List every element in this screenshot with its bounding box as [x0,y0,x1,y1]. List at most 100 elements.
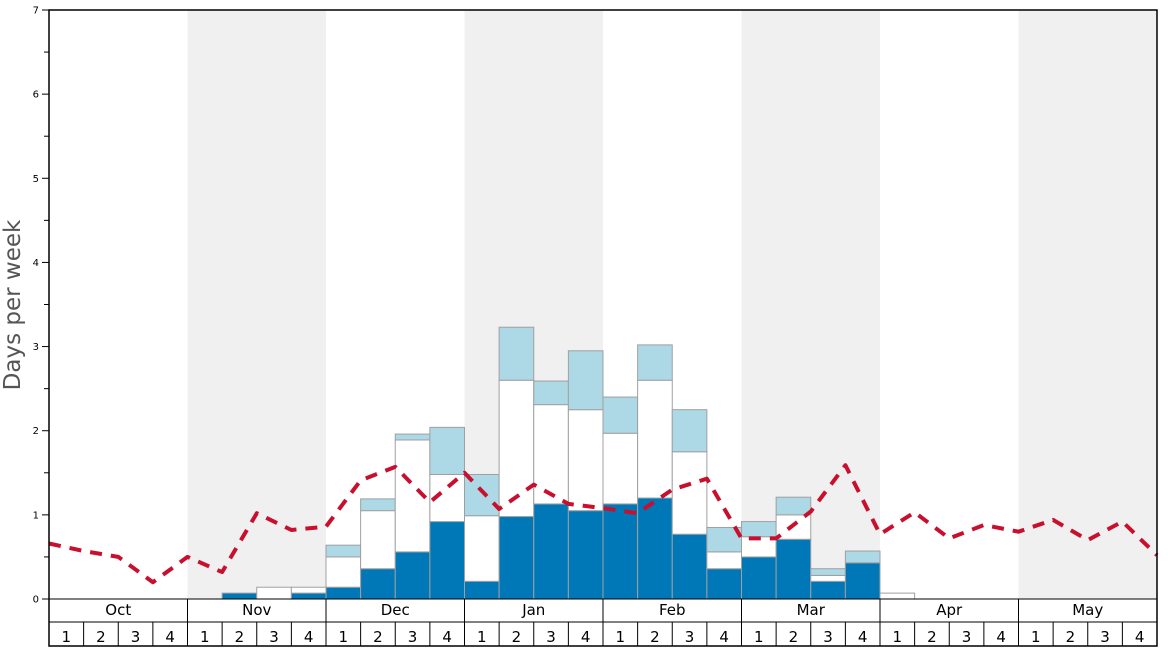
bar-week-7-segment-2 [256,586,292,600]
week-label: 2 [96,628,106,646]
bar-week-19-segment-2 [671,451,708,535]
bar-week-10-segment-2 [360,510,396,570]
y-tick-label: 6 [33,90,39,101]
week-label: 4 [858,628,868,646]
bar-week-14-segment-1 [498,516,535,600]
bar-week-11-segment-1 [394,551,431,600]
week-label: 2 [373,628,383,646]
bar-week-25-segment-2 [879,592,916,600]
bar-week-15-segment-3 [533,380,569,406]
bar-week-9-segment-1 [325,586,362,600]
line-series [48,463,1159,585]
week-label: 1 [339,628,349,646]
bar-week-13-segment-2 [464,515,500,582]
y-tick-label: 3 [33,342,39,353]
week-label: 1 [1031,628,1041,646]
bar-week-20-segment-1 [706,568,742,600]
week-label: 2 [1066,628,1076,646]
dashed-line [48,463,1159,585]
week-label: 3 [546,628,556,646]
week-label: 4 [719,628,729,646]
bar-week-22-segment-3 [775,496,812,516]
week-label: 1 [754,628,764,646]
bar-week-24-segment-1 [844,562,881,600]
week-label: 1 [62,628,72,646]
bar-week-24-segment-3 [844,550,881,564]
month-label-may: May [1072,601,1103,619]
y-axis: 0 1 2 3 4 5 6 7 [33,6,49,606]
week-label: 4 [1135,628,1145,646]
week-label: 2 [235,628,245,646]
bar-week-15-segment-1 [533,503,569,600]
y-tick-label: 4 [33,258,39,269]
month-label-nov: Nov [242,601,271,619]
week-label: 2 [650,628,660,646]
bar-week-10-segment-1 [360,568,396,600]
bar-week-9-segment-3 [325,544,362,558]
month-shading [187,10,1157,599]
bar-week-19-segment-1 [671,533,708,600]
week-label: 1 [616,628,626,646]
bar-week-23-segment-3 [810,568,846,576]
week-label: 2 [927,628,937,646]
month-label-apr: Apr [936,601,963,619]
bar-week-15-segment-2 [533,404,569,505]
bar-week-8-segment-1 [290,592,327,600]
y-tick-label: 0 [33,595,39,606]
month-label-jan: Jan [521,601,545,619]
bar-week-12-segment-3 [429,426,465,475]
bar-week-8-segment-2 [290,586,327,594]
plot-frame [48,9,1158,647]
bar-week-17-segment-1 [602,503,639,600]
bar-week-16-segment-1 [567,510,604,600]
week-label: 2 [789,628,799,646]
week-label: 3 [131,628,141,646]
week-label: 4 [996,628,1006,646]
week-label: 1 [200,628,210,646]
bar-week-14-segment-2 [498,379,535,518]
week-label: 4 [165,628,175,646]
x-axis: Oct 1 2 3 4 Nov 1 2 3 4 Dec 1 2 3 4 Jan 1 2 3 4 Feb 1 2 3 4 Mar 1 2… [49,598,1157,646]
week-label: 4 [304,628,314,646]
month-shade-nov [187,10,326,599]
month-label-oct: Oct [105,601,131,619]
bar-week-12-segment-1 [429,521,465,600]
bar-week-9-segment-2 [325,556,362,588]
bar-week-13-segment-1 [464,580,500,600]
month-label-mar: Mar [797,601,826,619]
month-label-feb: Feb [659,601,686,619]
bar-week-6-segment-1 [221,592,258,600]
bar-week-13-segment-3 [464,473,500,517]
bar-week-23-segment-2 [810,574,846,582]
y-tick-label: 1 [33,510,39,521]
bar-week-18-segment-3 [637,344,673,381]
week-label: 1 [893,628,903,646]
week-label: 3 [823,628,833,646]
week-label: 4 [581,628,591,646]
week-label: 3 [269,628,279,646]
week-label: 1 [477,628,487,646]
week-label: 3 [408,628,418,646]
week-label: 2 [512,628,522,646]
bar-week-16-segment-2 [567,409,604,512]
bar-week-21-segment-1 [741,556,777,600]
y-tick-label: 7 [33,6,39,17]
bar-week-10-segment-3 [360,498,396,512]
week-label: 3 [1100,628,1110,646]
bar-week-21-segment-3 [741,521,777,538]
bar-week-14-segment-3 [498,326,535,381]
bar-week-20-segment-2 [706,551,742,570]
week-label: 3 [685,628,695,646]
bar-week-22-segment-1 [775,538,812,600]
bar-week-11-segment-3 [394,433,431,441]
month-label-dec: Dec [381,601,410,619]
bar-week-19-segment-3 [671,409,708,453]
bar-week-17-segment-3 [602,396,639,434]
bar-week-23-segment-1 [810,580,846,600]
y-tick-label: 5 [33,174,39,185]
y-tick-label: 2 [33,426,39,437]
bar-week-18-segment-1 [637,497,673,600]
week-label: 4 [442,628,452,646]
week-label: 3 [962,628,972,646]
